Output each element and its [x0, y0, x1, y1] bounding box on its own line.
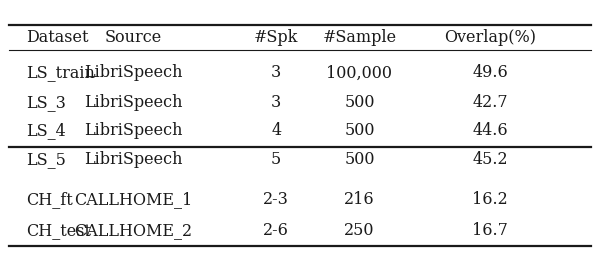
Text: 42.7: 42.7 — [472, 94, 508, 111]
Text: 100,000: 100,000 — [326, 65, 392, 81]
Text: #Spk: #Spk — [254, 29, 298, 46]
Text: 216: 216 — [344, 191, 375, 208]
Text: 500: 500 — [344, 122, 374, 139]
Text: CALLHOME_1: CALLHOME_1 — [74, 191, 193, 208]
Text: CALLHOME_2: CALLHOME_2 — [74, 222, 193, 239]
Text: 500: 500 — [344, 151, 374, 168]
Text: LibriSpeech: LibriSpeech — [85, 94, 183, 111]
Text: 250: 250 — [344, 222, 374, 239]
Text: 3: 3 — [271, 94, 281, 111]
Text: LS_4: LS_4 — [26, 122, 67, 139]
Text: LibriSpeech: LibriSpeech — [85, 122, 183, 139]
Text: LS_train: LS_train — [26, 65, 95, 81]
Text: 2-6: 2-6 — [263, 222, 289, 239]
Text: CH_ft: CH_ft — [26, 191, 73, 208]
Text: 44.6: 44.6 — [472, 122, 508, 139]
Text: Overlap(%): Overlap(%) — [444, 29, 536, 46]
Text: Dataset: Dataset — [26, 29, 89, 46]
Text: CH_test: CH_test — [26, 222, 92, 239]
Text: 2-3: 2-3 — [263, 191, 289, 208]
Text: 16.2: 16.2 — [472, 191, 508, 208]
Text: LS_5: LS_5 — [26, 151, 67, 168]
Text: LS_3: LS_3 — [26, 94, 67, 111]
Text: 4: 4 — [271, 122, 281, 139]
Text: #Sample: #Sample — [322, 29, 397, 46]
Text: LibriSpeech: LibriSpeech — [85, 65, 183, 81]
Text: 3: 3 — [271, 65, 281, 81]
Text: Source: Source — [105, 29, 162, 46]
Text: 49.6: 49.6 — [472, 65, 508, 81]
Text: 500: 500 — [344, 94, 374, 111]
Text: 5: 5 — [271, 151, 281, 168]
Text: 45.2: 45.2 — [472, 151, 508, 168]
Text: LibriSpeech: LibriSpeech — [85, 151, 183, 168]
Text: 16.7: 16.7 — [472, 222, 508, 239]
